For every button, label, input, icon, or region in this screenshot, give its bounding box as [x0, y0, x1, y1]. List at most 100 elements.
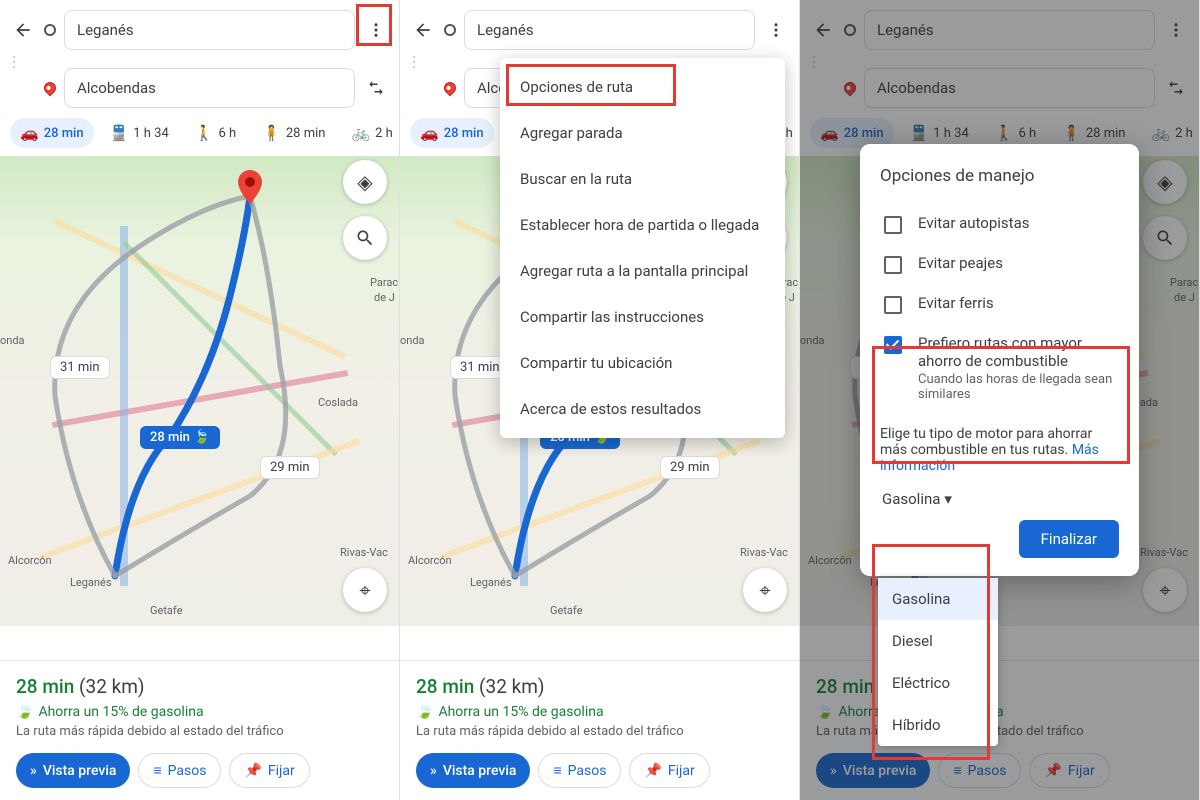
mode-icon: 🚗 [420, 124, 439, 142]
map-place-label: onda [400, 334, 425, 347]
menu-item[interactable]: Agregar ruta a la pantalla principal [500, 248, 785, 294]
origin-marker-icon [444, 24, 456, 36]
option-label: Evitar peajes [918, 254, 1003, 272]
origin-marker-icon [44, 24, 56, 36]
preview-button[interactable]: » Vista previa [16, 753, 130, 788]
steps-button[interactable]: ≡ Pasos [138, 753, 221, 788]
mode-chip[interactable]: 🚗 28 min [410, 118, 494, 148]
menu-item[interactable]: Opciones de ruta [500, 64, 785, 110]
map-view[interactable]: 28 min 🍃 31 min 29 min ◈ ⌖ Parac de J onda… [0, 146, 399, 626]
dropdown-item[interactable]: Eléctrico [878, 662, 998, 704]
dropdown-item[interactable]: Híbrido [878, 704, 998, 746]
mode-label: 6 h [218, 126, 236, 141]
eta-text: 28 min (32 km) [416, 675, 783, 698]
chevron-down-icon: ▾ [944, 490, 952, 508]
menu-item[interactable]: Compartir las instrucciones [500, 294, 785, 340]
map-place-label: Alcorcón [408, 554, 452, 567]
mode-label: 28 min [286, 126, 326, 141]
more-options-button[interactable] [763, 21, 789, 39]
mode-icon: 🚲 [351, 124, 370, 142]
options-menu: Opciones de rutaAgregar paradaBuscar en … [500, 58, 785, 438]
mode-label: 2 h [375, 126, 393, 141]
leaf-icon: 🍃 [194, 430, 210, 445]
menu-item[interactable]: Buscar en la ruta [500, 156, 785, 202]
mode-icon: 🚆 [110, 124, 129, 142]
mode-chip[interactable]: 🚗28 min [10, 118, 94, 148]
mode-chip[interactable]: 🚲 2 h [341, 118, 399, 148]
destination-input[interactable]: Alcobendas [64, 68, 355, 108]
map-place-label: Leganés [470, 576, 512, 589]
pin-button[interactable]: 📌 Fijar [229, 753, 309, 788]
directions-header: Leganés Alcobendas [0, 0, 399, 110]
my-location-button[interactable]: ⌖ [743, 568, 787, 612]
option-subtext: Cuando las horas de llegada sean similar… [918, 372, 1115, 402]
map-place-label: Rivas-Vac [740, 546, 788, 559]
search-map-button[interactable] [343, 216, 387, 260]
route-time-badge[interactable]: 28 min 🍃 [140, 426, 220, 449]
leaf-icon: 🍃 [16, 704, 33, 720]
menu-item[interactable]: Establecer hora de partida o llegada [500, 202, 785, 248]
dropdown-item[interactable]: Gasolina [878, 578, 998, 620]
route-summary-sheet: 28 min (32 km) 🍃Ahorra un 15% de gasolin… [0, 660, 399, 800]
swap-button[interactable] [363, 79, 389, 97]
travel-modes: 🚗28 min 🚆 1 h 34 🚶 6 h 🧍 28 min 🚲 2 h [0, 110, 399, 156]
map-place-label: onda [0, 334, 25, 347]
eco-option-row[interactable]: Prefiero rutas con mayor ahorro de combu… [880, 324, 1119, 412]
option-row[interactable]: Evitar autopistas [880, 204, 1119, 244]
origin-input[interactable]: Leganés [464, 10, 755, 50]
back-button[interactable] [10, 20, 36, 40]
route-summary-sheet: 28 min (32 km) 🍃Ahorra un 15% de gasolin… [400, 660, 799, 800]
checkbox-icon[interactable] [884, 336, 902, 354]
mode-icon: 🚗 [20, 124, 39, 142]
leaf-icon: 🍃 [416, 704, 433, 720]
map-place-label: Rivas-Vac [340, 546, 388, 559]
pin-button[interactable]: 📌 Fijar [629, 753, 709, 788]
map-place-label: Leganés [70, 576, 112, 589]
back-button[interactable] [410, 20, 436, 40]
map-place-label: Alcorcón [8, 554, 52, 567]
dropdown-item[interactable]: Diesel [878, 620, 998, 662]
alt-route-badge[interactable]: 29 min [260, 456, 320, 479]
menu-item[interactable]: Agregar parada [500, 110, 785, 156]
option-row[interactable]: Evitar ferris [880, 284, 1119, 324]
mode-chip[interactable]: 🚆 1 h 34 [100, 118, 179, 148]
engine-dropdown: GasolinaDieselEléctricoHíbrido [878, 578, 998, 746]
map-place-label: Parac [370, 276, 398, 289]
menu-item[interactable]: Acerca de estos resultados [500, 386, 785, 432]
checkbox-icon[interactable] [884, 216, 902, 234]
mode-icon: 🧍 [262, 124, 281, 142]
option-row[interactable]: Evitar peajes [880, 244, 1119, 284]
engine-hint: Elige tu tipo de motor para ahorrar más … [880, 426, 1119, 474]
mode-icon: 🚶 [195, 124, 214, 142]
engine-type-select[interactable]: Gasolina ▾ [880, 484, 954, 514]
menu-item[interactable]: Compartir tu ubicación [500, 340, 785, 386]
map-place-label: de J [374, 291, 395, 304]
steps-button[interactable]: ≡ Pasos [538, 753, 621, 788]
finish-button[interactable]: Finalizar [1019, 520, 1119, 558]
mode-chip[interactable]: 🧍 28 min [252, 118, 335, 148]
panel-1: Leganés Alcobendas 🚗28 min🚆1 h 34🚶6 h🧍28… [0, 0, 400, 800]
fuel-savings: 🍃Ahorra un 15% de gasolina [16, 704, 383, 720]
more-info-link[interactable]: Más información [880, 442, 1099, 474]
mode-chip[interactable]: 🚶 6 h [185, 118, 246, 148]
origin-input[interactable]: Leganés [64, 10, 355, 50]
mode-label: 28 min [444, 126, 484, 141]
option-label: Evitar ferris [918, 294, 994, 312]
eta-text: 28 min (32 km) [16, 675, 383, 698]
map-place-label: Getafe [550, 604, 582, 617]
panel-3: Leganés Alcobendas 🚗28 min🚆1 h 34🚶6 h🧍28… [800, 0, 1200, 800]
checkbox-icon[interactable] [884, 296, 902, 314]
destination-marker-icon [42, 80, 59, 97]
map-place-label: Getafe [150, 604, 182, 617]
more-options-button[interactable] [363, 21, 389, 39]
my-location-button[interactable]: ⌖ [343, 568, 387, 612]
layers-button[interactable]: ◈ [343, 160, 387, 204]
option-label: Evitar autopistas [918, 214, 1029, 232]
alt-route-badge[interactable]: 31 min [50, 356, 110, 379]
route-description: La ruta más rápida debido al estado del … [416, 724, 783, 739]
destination-marker-icon [442, 80, 459, 97]
checkbox-icon[interactable] [884, 256, 902, 274]
alt-route-badge[interactable]: 29 min [660, 456, 720, 479]
preview-button[interactable]: » Vista previa [416, 753, 530, 788]
mode-label: 1 h 34 [133, 126, 169, 141]
